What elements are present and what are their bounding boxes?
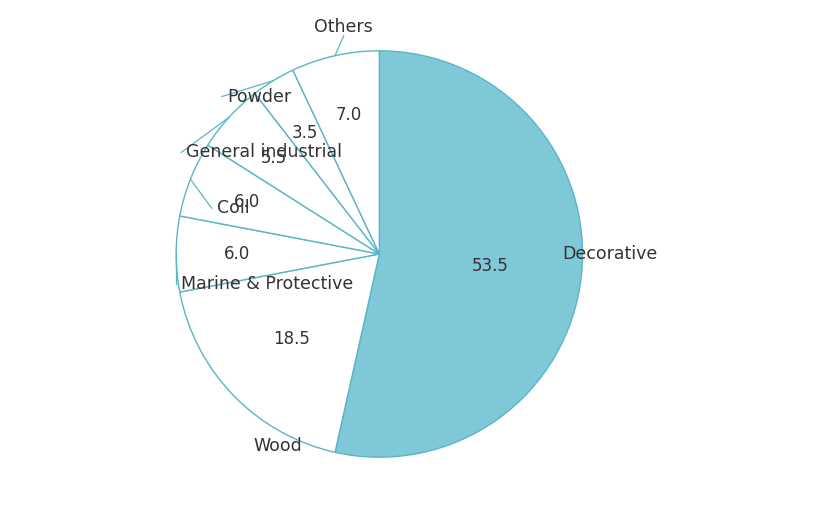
Wedge shape [335, 51, 583, 457]
Text: 6.0: 6.0 [224, 245, 250, 263]
Text: Wood: Wood [254, 437, 302, 455]
Text: 5.5: 5.5 [261, 149, 287, 167]
Text: 3.5: 3.5 [291, 124, 318, 142]
Text: Powder: Powder [227, 87, 291, 106]
Text: Coil: Coil [217, 199, 249, 217]
Wedge shape [180, 254, 380, 452]
Wedge shape [255, 70, 380, 254]
Wedge shape [207, 93, 380, 254]
Text: 53.5: 53.5 [472, 257, 509, 275]
Text: 18.5: 18.5 [273, 330, 310, 348]
Wedge shape [293, 51, 380, 254]
Text: 6.0: 6.0 [234, 193, 260, 211]
Text: Others: Others [314, 18, 373, 36]
Wedge shape [176, 216, 380, 292]
Wedge shape [180, 145, 380, 254]
Text: Marine & Protective: Marine & Protective [181, 275, 354, 294]
Text: General industrial: General industrial [186, 143, 343, 162]
Text: Decorative: Decorative [562, 245, 658, 263]
Text: 7.0: 7.0 [335, 106, 361, 124]
